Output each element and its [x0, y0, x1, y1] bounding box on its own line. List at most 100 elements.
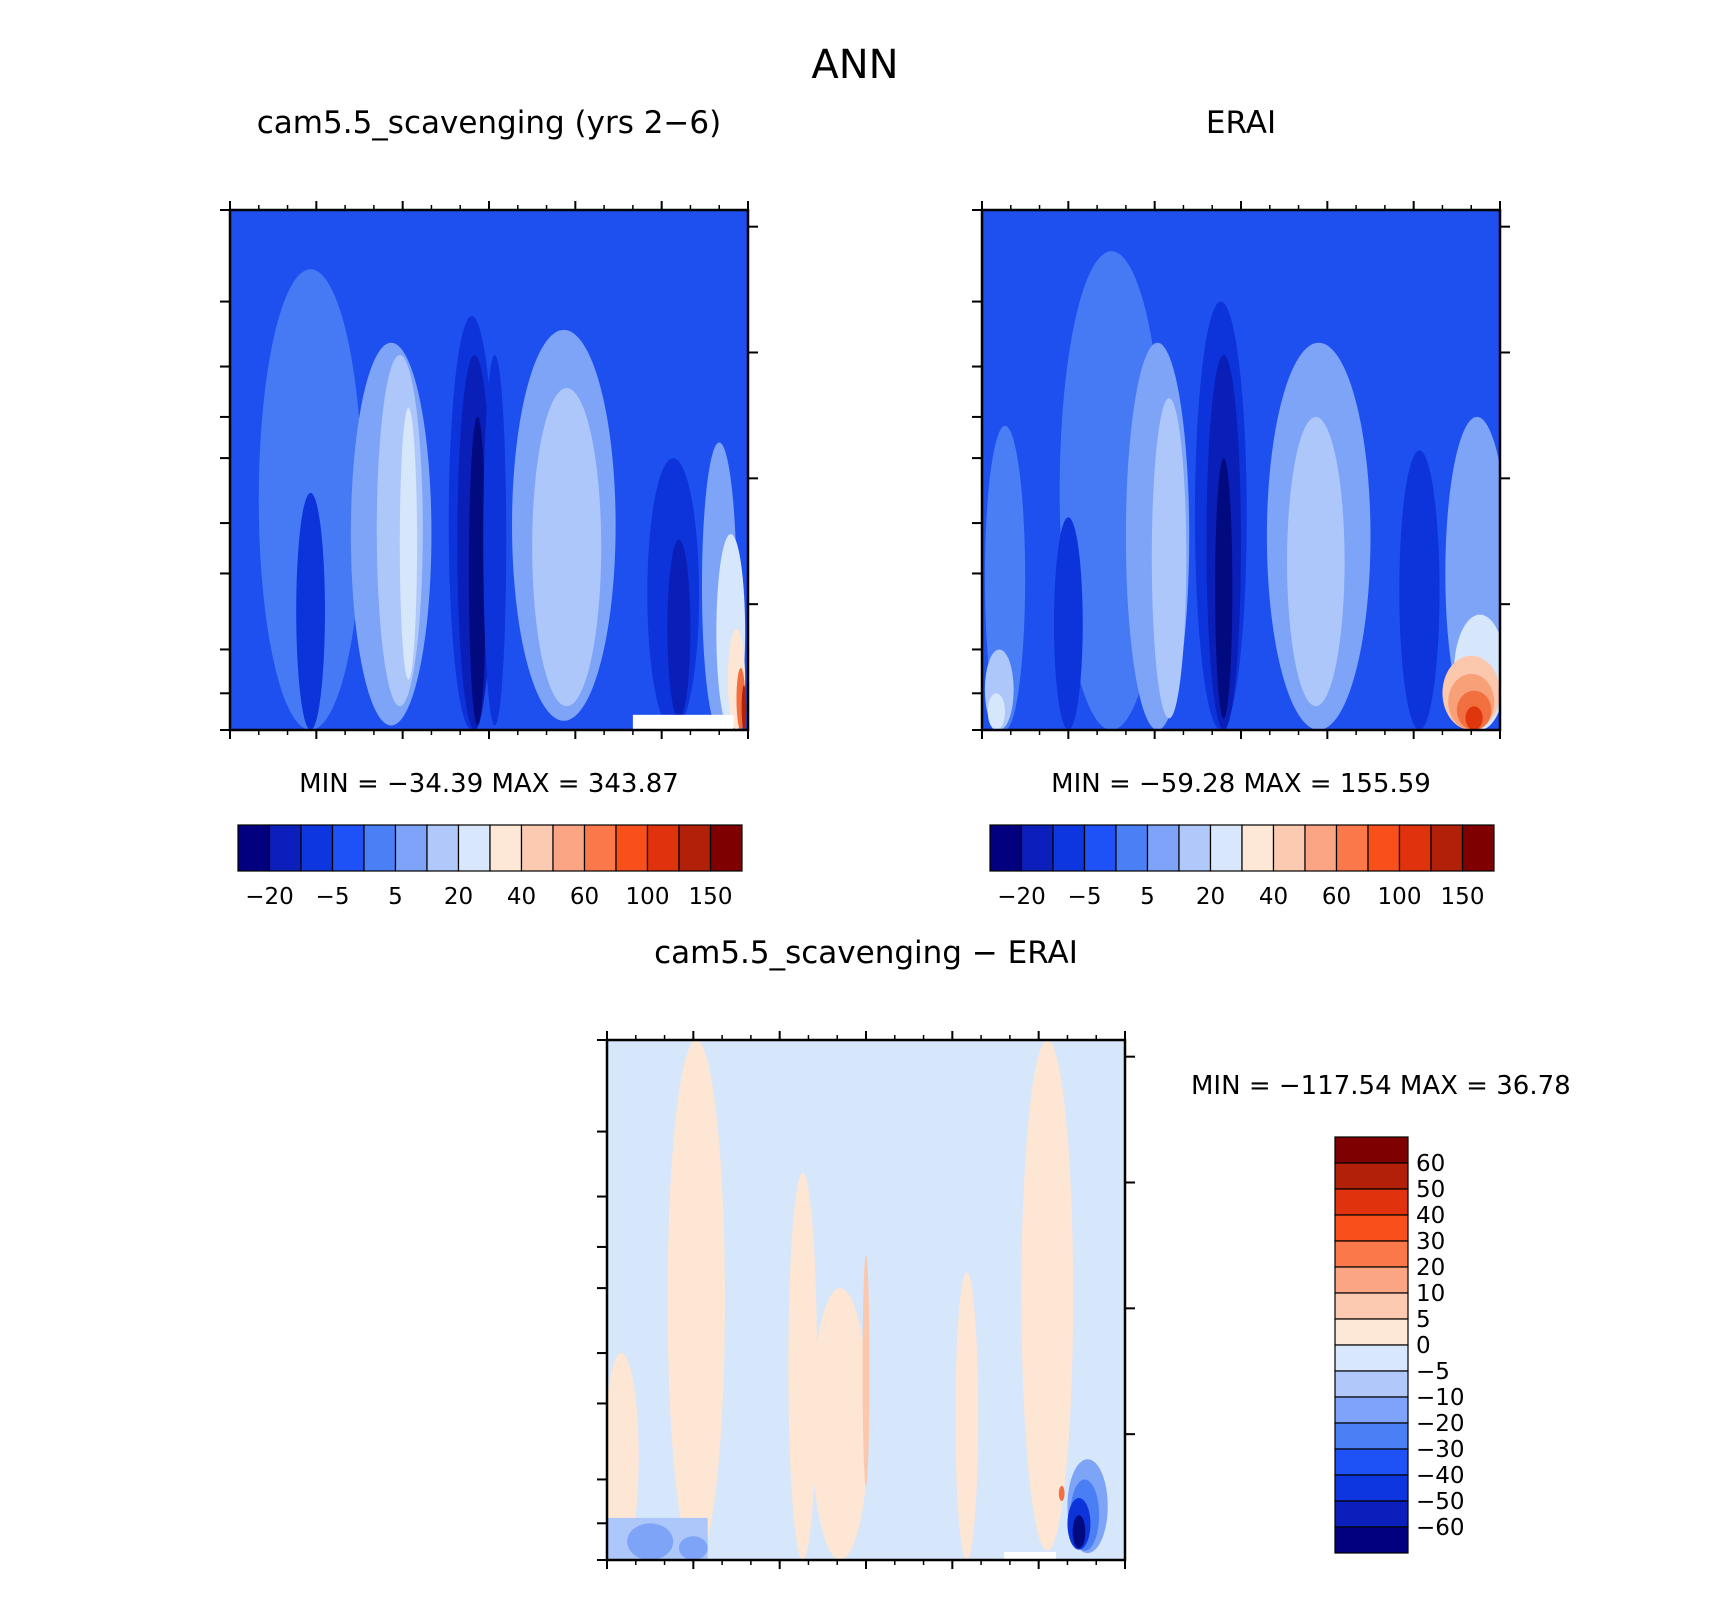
colorbar-swatch	[1334, 1318, 1409, 1346]
field-contour	[1072, 1515, 1086, 1549]
colorbar-label: 20	[1196, 884, 1225, 910]
colorbar-swatch	[1334, 1500, 1409, 1528]
colorbar-label: 150	[689, 884, 733, 910]
colorbar-swatch	[1334, 1292, 1409, 1320]
colorbar-label: −50	[1416, 1489, 1465, 1515]
field-contour	[1151, 398, 1187, 719]
colorbar-swatch	[1430, 824, 1464, 872]
colorbar-label: −20	[1416, 1411, 1465, 1437]
colorbar-swatch	[1334, 1188, 1409, 1216]
colorbar-label: 150	[1441, 884, 1485, 910]
colorbar-swatch	[709, 824, 743, 872]
colorbar-label: 60	[1416, 1151, 1445, 1177]
colorbar-label: 40	[507, 884, 536, 910]
colorbar-swatch	[331, 824, 365, 872]
colorbar-swatch	[678, 824, 712, 872]
colorbar-label: −5	[1068, 884, 1102, 910]
colorbar-swatch	[394, 824, 428, 872]
min-max-label: MIN = −34.39 MAX = 343.87	[299, 769, 679, 799]
field-contour	[532, 388, 602, 707]
colorbar-swatch	[1146, 824, 1180, 872]
field-contour	[811, 1288, 869, 1560]
colorbar-swatch	[300, 824, 334, 872]
colorbar-swatch	[426, 824, 460, 872]
field-contour	[1058, 1485, 1065, 1501]
field-contour	[1053, 517, 1083, 730]
colorbar-swatch	[646, 824, 680, 872]
colorbar-swatch	[1178, 824, 1212, 872]
panel-title: cam5.5_scavenging (yrs 2−6)	[257, 105, 721, 141]
field-contour	[627, 1523, 674, 1560]
field-contour	[1021, 1040, 1074, 1551]
colorbar-swatch	[1334, 1266, 1409, 1294]
colorbar-swatch	[1367, 824, 1401, 872]
field-contour	[399, 407, 418, 680]
colorbar-label: 20	[444, 884, 473, 910]
colorbar-swatch	[1334, 1240, 1409, 1268]
colorbar-label: 5	[1416, 1307, 1431, 1333]
colorbar-swatch	[1334, 1474, 1409, 1502]
field-model	[230, 210, 748, 730]
panel-difference: cam5.5_scavenging − ERAI MIN = −117.54 MA…	[597, 935, 1571, 1569]
field-region	[1004, 1551, 1056, 1560]
panel-obs: ERAI MIN = −59.28 MAX = 155.59 −20 −5 5 20 40 6…	[972, 105, 1510, 910]
colorbar-swatch	[268, 824, 302, 872]
field-contour	[1287, 416, 1345, 707]
colorbar-swatch	[1334, 1370, 1409, 1398]
colorbar-swatch	[1335, 824, 1369, 872]
colorbar-swatch	[457, 824, 491, 872]
colorbar-label: −20	[245, 884, 294, 910]
colorbar-label: 30	[1416, 1229, 1445, 1255]
colorbar-label: −5	[316, 884, 350, 910]
colorbar-label: 40	[1416, 1203, 1445, 1229]
field-contour	[667, 539, 691, 719]
colorbar-label: 60	[1322, 884, 1351, 910]
panel-title: ERAI	[1206, 105, 1276, 141]
colorbar-label: −10	[1416, 1385, 1465, 1411]
colorbar-label: −20	[997, 884, 1046, 910]
colorbar-swatch	[583, 824, 617, 872]
field-contour	[667, 1040, 725, 1560]
field-contour	[987, 693, 1006, 730]
colorbar-label: 10	[1416, 1281, 1445, 1307]
colorbar-swatch	[1334, 1422, 1409, 1450]
colorbar-swatch	[1461, 824, 1495, 872]
colorbar-swatch	[363, 824, 397, 872]
colorbar-swatch	[1020, 824, 1054, 872]
colorbar-label: −40	[1416, 1463, 1465, 1489]
colorbar-swatch	[1334, 1214, 1409, 1242]
field-contour	[296, 492, 325, 730]
colorbar-label: −60	[1416, 1515, 1465, 1541]
colorbar-swatch	[989, 824, 1023, 872]
colorbar-label: 100	[626, 884, 670, 910]
field-contour	[788, 1172, 818, 1560]
colorbar-swatch	[1083, 824, 1117, 872]
colorbar-label: 50	[1416, 1177, 1445, 1203]
field-obs	[982, 210, 1500, 730]
colorbar-swatch	[1115, 824, 1149, 872]
colorbar-swatch	[1334, 1162, 1409, 1190]
colorbar-swatch	[237, 824, 271, 872]
min-max-label: MIN = −59.28 MAX = 155.59	[1051, 769, 1431, 799]
colorbar-swatch	[1334, 1396, 1409, 1424]
min-max-label: MIN = −117.54 MAX = 36.78	[1191, 1071, 1571, 1101]
colorbar-label: 60	[570, 884, 599, 910]
field-contour	[678, 1536, 708, 1560]
colorbar-label: 40	[1259, 884, 1288, 910]
field-contour	[468, 416, 487, 726]
field-contour	[607, 1353, 639, 1560]
colorbar-swatch	[1241, 824, 1275, 872]
colorbar-label: 20	[1416, 1255, 1445, 1281]
colorbar-swatch	[1304, 824, 1338, 872]
colorbar-swatch	[1334, 1448, 1409, 1476]
field-region	[632, 714, 734, 730]
colorbar-swatch	[1052, 824, 1086, 872]
colorbar-label: 100	[1378, 884, 1422, 910]
field-contour	[483, 354, 507, 726]
colorbar-swatch	[1398, 824, 1432, 872]
colorbar-swatch	[520, 824, 554, 872]
colorbar-swatch	[1334, 1526, 1409, 1554]
field-contour	[741, 685, 747, 730]
colorbar-swatch	[1334, 1136, 1409, 1164]
